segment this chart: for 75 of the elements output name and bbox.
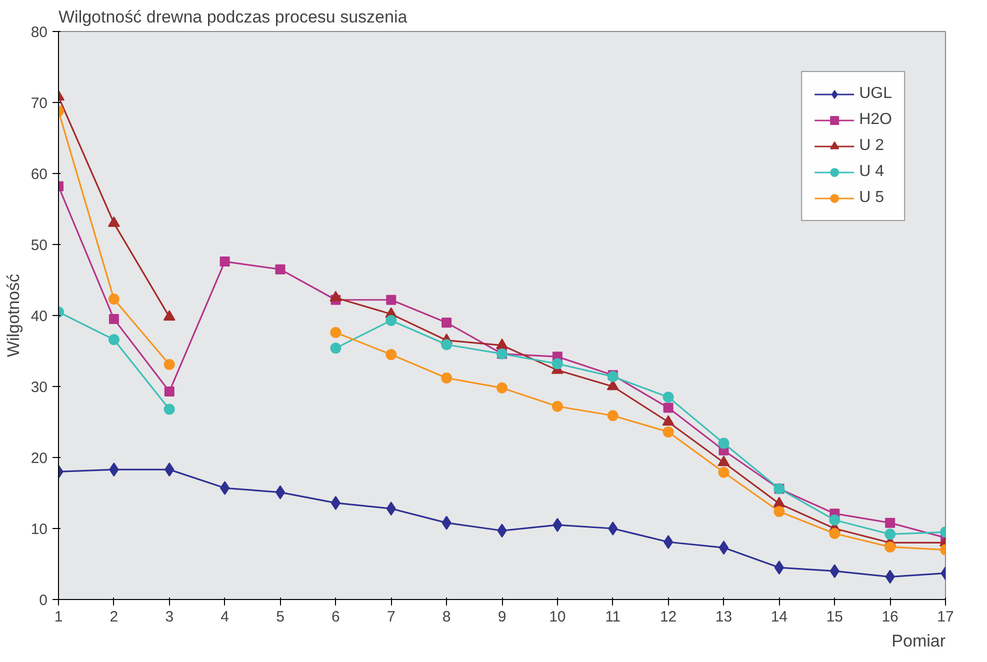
x-tick-label: 15	[826, 608, 843, 626]
point	[884, 541, 896, 552]
y-tick-label: 10	[30, 521, 48, 538]
point	[220, 256, 230, 267]
point	[386, 314, 397, 326]
legend-label: U 5	[859, 189, 884, 207]
x-tick-label: 2	[110, 608, 118, 626]
point	[275, 264, 286, 274]
point	[662, 426, 674, 438]
y-tick-label: 50	[30, 237, 48, 254]
x-tick-label: 3	[165, 608, 174, 626]
legend-label: H2O	[859, 111, 892, 129]
x-tick-label: 6	[332, 608, 340, 626]
point	[718, 466, 730, 478]
point	[663, 534, 674, 549]
point	[662, 415, 674, 426]
point	[164, 359, 175, 370]
x-tick-label: 11	[605, 608, 621, 626]
point	[330, 327, 342, 338]
x-tick-label: 16	[882, 608, 898, 626]
x-tick-label: 1	[54, 608, 63, 626]
y-axis-title: Wilgotność	[4, 273, 23, 358]
point	[496, 382, 508, 394]
y-tick-label: 20	[30, 450, 48, 467]
x-tick-label: 12	[660, 608, 677, 626]
y-tick-label: 30	[30, 379, 48, 396]
x-tick-label: 4	[220, 608, 229, 626]
point	[663, 402, 674, 413]
point	[386, 294, 396, 305]
point	[330, 496, 341, 510]
legend-label: UGL	[859, 85, 892, 103]
point	[442, 318, 452, 328]
y-tick-label: 70	[30, 95, 48, 112]
point	[164, 386, 174, 396]
point	[774, 560, 784, 575]
x-tick-label: 17	[937, 608, 954, 626]
y-tick-label: 0	[39, 592, 48, 609]
point	[441, 372, 452, 384]
point	[885, 518, 896, 528]
point	[552, 358, 563, 370]
x-tick-label: 13	[715, 608, 732, 626]
x-axis-title: Pomiar	[892, 632, 946, 650]
point	[718, 540, 729, 555]
chart-title: Wilgotność drewna podczas procesu suszenia	[58, 8, 408, 26]
point	[220, 481, 230, 496]
point	[662, 392, 674, 403]
point	[108, 314, 119, 324]
point	[330, 342, 342, 354]
point	[164, 404, 175, 415]
legend-label: U 2	[859, 137, 884, 155]
point	[718, 438, 730, 449]
point	[108, 334, 120, 346]
y-tick-label: 80	[30, 24, 48, 41]
x-tick-label: 5	[276, 608, 284, 626]
point	[163, 310, 176, 321]
point	[829, 528, 840, 539]
x-tick-label: 14	[770, 608, 788, 626]
x-tick-label: 7	[386, 608, 396, 626]
point	[608, 522, 618, 536]
x-tick-label: 10	[549, 608, 566, 626]
point	[108, 294, 120, 305]
point	[607, 410, 618, 422]
x-tick-label: 9	[498, 608, 506, 626]
point	[441, 339, 452, 350]
y-tick-label: 60	[30, 166, 48, 183]
legend-label: U 4	[859, 163, 884, 181]
y-tick-label: 40	[30, 308, 48, 325]
point	[829, 514, 840, 526]
x-tick-label: 8	[442, 608, 451, 626]
point	[552, 400, 563, 412]
point	[386, 349, 397, 360]
point	[884, 528, 896, 540]
point	[774, 506, 785, 517]
point	[718, 456, 730, 466]
point	[275, 485, 286, 500]
